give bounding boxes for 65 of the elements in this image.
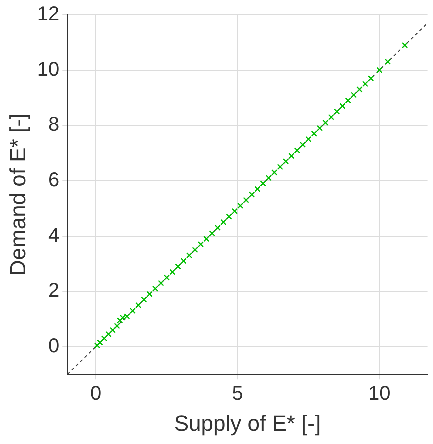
x-tick-label: 0: [90, 383, 102, 406]
point: [300, 142, 306, 148]
point: [170, 269, 176, 276]
point: [322, 120, 329, 126]
point: [186, 252, 193, 259]
point: [97, 340, 104, 346]
point: [110, 327, 116, 334]
point: [232, 208, 238, 214]
x-tick-label: 10: [368, 383, 391, 406]
point: [220, 219, 227, 226]
point: [209, 230, 216, 237]
y-tick-label: 6: [48, 169, 60, 192]
point: [356, 86, 363, 93]
point: [306, 136, 312, 143]
y-tick-label: 2: [48, 280, 60, 302]
point: [175, 264, 182, 270]
point: [158, 280, 164, 286]
point: [402, 42, 408, 49]
point: [362, 81, 368, 88]
y-tick-label: 4: [48, 224, 60, 247]
y-tick-label: 10: [37, 58, 60, 81]
point: [277, 164, 284, 170]
point: [376, 67, 383, 74]
y-tick-label: 8: [48, 114, 60, 136]
point: [316, 125, 324, 132]
point: [328, 114, 334, 120]
point: [254, 186, 261, 192]
point: [368, 76, 374, 82]
point: [350, 92, 358, 98]
point: [260, 180, 266, 187]
point: [340, 103, 346, 110]
point: [164, 274, 170, 281]
point: [204, 236, 210, 242]
point: [101, 336, 108, 342]
point: [248, 192, 256, 198]
point: [272, 170, 278, 176]
y-axis-title: Demand of E* [-]: [5, 113, 30, 276]
point: [180, 258, 187, 264]
point: [152, 286, 159, 292]
point: [141, 296, 148, 303]
point: [94, 342, 100, 349]
point: [294, 147, 300, 154]
point: [311, 130, 318, 138]
point: [243, 197, 250, 204]
point: [214, 224, 222, 232]
y-tick-label: 0: [48, 335, 60, 358]
point: [106, 331, 112, 338]
point: [120, 314, 126, 321]
point: [124, 313, 130, 320]
point: [226, 214, 232, 220]
point: [192, 247, 198, 254]
point: [266, 175, 272, 182]
point: [345, 98, 352, 104]
y-tick-label: 12: [37, 4, 60, 26]
point: [334, 108, 340, 115]
point: [135, 302, 142, 309]
point: [282, 158, 290, 165]
point: [385, 58, 392, 66]
point: [198, 242, 204, 248]
point: [288, 153, 295, 160]
point: [238, 202, 244, 209]
x-axis-title: Supply of E* [-]: [174, 410, 322, 436]
x-tick-label: 5: [232, 383, 244, 406]
point: [130, 308, 136, 314]
point: [146, 291, 153, 298]
